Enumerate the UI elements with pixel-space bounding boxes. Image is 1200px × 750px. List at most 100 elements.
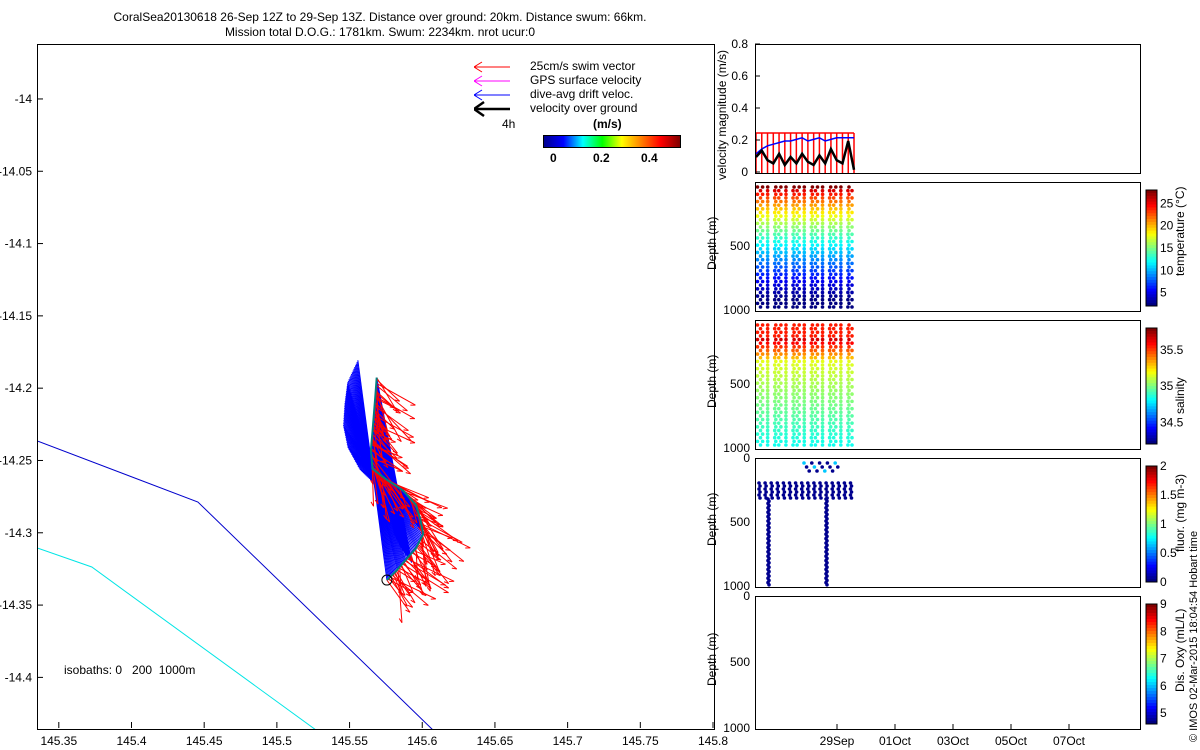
swim-arrowhead xyxy=(380,503,385,509)
profile-point xyxy=(772,435,777,440)
colorbar-tick-label: 5 xyxy=(1160,286,1167,300)
profile-point xyxy=(797,374,801,378)
swim-arrowhead xyxy=(410,520,415,525)
profile-point xyxy=(765,232,770,237)
profile-point xyxy=(828,381,833,385)
profile-point xyxy=(850,276,854,280)
profile-point xyxy=(760,323,765,327)
profile-point xyxy=(810,279,815,284)
swim-vector xyxy=(415,548,419,580)
profile-point xyxy=(820,399,825,404)
profile-point xyxy=(809,203,814,207)
profile-point xyxy=(774,323,778,327)
profile-point xyxy=(779,359,783,364)
fluor-surface-point xyxy=(820,465,824,469)
colorbar-frame xyxy=(1145,189,1158,307)
profile-point xyxy=(809,225,814,229)
profile-point xyxy=(839,294,843,298)
fluor-surface-point xyxy=(804,465,809,469)
profile-point xyxy=(827,385,832,389)
profile-point xyxy=(820,305,825,309)
profile-point xyxy=(784,323,788,327)
profile-point xyxy=(850,239,854,244)
profile-point xyxy=(760,330,765,335)
profile-point xyxy=(755,228,760,233)
profile-point xyxy=(791,276,795,280)
profile-point xyxy=(791,334,795,338)
colorbar-segment xyxy=(1146,682,1157,686)
profile-point xyxy=(760,337,765,342)
legend-ground: velocity over ground xyxy=(530,101,638,115)
profile-point xyxy=(784,247,788,251)
fluor-point xyxy=(812,493,816,497)
profile-point xyxy=(772,268,777,273)
swim-arrowhead xyxy=(426,586,431,592)
fluor-point xyxy=(793,493,798,497)
profile-point xyxy=(795,363,799,367)
profile-point xyxy=(784,268,788,273)
profile-point xyxy=(784,257,788,262)
colorbar-segment xyxy=(1146,518,1157,522)
temperature-ytick-label: 1000 xyxy=(723,303,750,317)
colorbar-label: fluor. (mg m-3) xyxy=(1173,474,1187,552)
profile-point xyxy=(839,228,843,233)
profile-point xyxy=(828,388,833,393)
profile-point xyxy=(827,377,832,382)
profile-point xyxy=(784,217,788,222)
profile-point xyxy=(827,225,832,229)
profile-point xyxy=(784,428,788,433)
map-xtick-label: 145.35 xyxy=(40,734,77,748)
profile-point xyxy=(839,388,843,393)
map-ytick-label: -14.3 xyxy=(5,526,33,540)
profile-point xyxy=(827,443,832,447)
colorbar-segment xyxy=(1146,274,1157,278)
profile-point xyxy=(797,301,801,306)
profile-point xyxy=(839,443,843,447)
profile-point xyxy=(820,261,825,266)
colorbar-segment xyxy=(1146,357,1157,361)
colorbar-frame xyxy=(1145,603,1158,725)
fluor-point xyxy=(776,496,781,500)
fluor-point xyxy=(794,496,799,500)
profile-point xyxy=(813,290,818,295)
colorbar-segment xyxy=(1146,386,1157,390)
fluor-point xyxy=(757,481,761,485)
profile-point xyxy=(795,428,799,433)
profile-point xyxy=(779,199,783,204)
profile-point xyxy=(839,363,843,367)
swim-arrowhead xyxy=(378,452,383,457)
drift-velocity-line xyxy=(755,136,854,155)
profile-point xyxy=(797,279,801,284)
profile-point xyxy=(784,228,788,233)
profile-point xyxy=(846,290,850,295)
profile-point xyxy=(813,428,818,433)
profile-point xyxy=(765,287,770,291)
swim-arrowhead xyxy=(405,504,411,508)
swim-arrow-icon xyxy=(474,61,510,73)
profile-point xyxy=(784,196,788,200)
profile-point xyxy=(795,406,799,411)
profile-point xyxy=(850,428,854,433)
fluor-point xyxy=(830,487,834,491)
profile-point xyxy=(779,417,783,422)
profile-point xyxy=(784,395,788,400)
profile-point xyxy=(797,330,801,335)
profile-point xyxy=(765,210,770,215)
profile-point xyxy=(802,254,806,258)
profile-point xyxy=(777,363,781,367)
profile-point xyxy=(809,428,814,433)
profile-point xyxy=(820,221,825,226)
profile-point xyxy=(795,443,799,447)
profile-point xyxy=(850,443,854,447)
colorbar-segment xyxy=(1146,330,1157,335)
profile-point xyxy=(850,334,854,338)
profile-point xyxy=(815,272,820,277)
profile-point xyxy=(777,232,781,237)
profile-point xyxy=(784,425,788,429)
profile-point xyxy=(772,363,777,367)
profile-point xyxy=(820,254,825,258)
fluor-point xyxy=(757,493,761,497)
colorbar-segment xyxy=(1146,394,1157,399)
profile-point xyxy=(813,276,818,280)
profile-point xyxy=(784,432,788,436)
